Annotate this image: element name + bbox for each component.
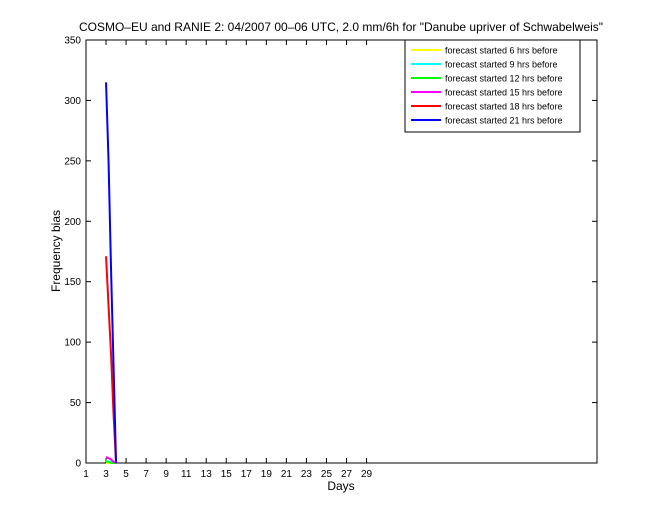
legend-label: forecast started 6 hrs before bbox=[445, 46, 558, 56]
x-tick-label: 27 bbox=[341, 469, 353, 480]
y-tick-label: 300 bbox=[64, 96, 81, 107]
y-tick-label: 100 bbox=[64, 338, 81, 349]
x-tick-label: 15 bbox=[221, 469, 233, 480]
x-tick-label: 23 bbox=[301, 469, 313, 480]
x-tick-label: 25 bbox=[321, 469, 333, 480]
legend-label: forecast started 15 hrs before bbox=[445, 88, 563, 98]
chart-title: COSMO–EU and RANIE 2: 04/2007 00–06 UTC,… bbox=[79, 20, 603, 34]
legend-label: forecast started 12 hrs before bbox=[445, 74, 563, 84]
y-tick-label: 50 bbox=[70, 398, 82, 409]
x-tick-label: 5 bbox=[123, 469, 129, 480]
x-tick-label: 3 bbox=[103, 469, 109, 480]
legend-label: forecast started 9 hrs before bbox=[445, 60, 558, 70]
legend-box bbox=[404, 39, 581, 133]
x-tick-label: 19 bbox=[261, 469, 273, 480]
x-tick-label: 21 bbox=[281, 469, 293, 480]
x-tick-label: 11 bbox=[181, 469, 192, 480]
x-tick-label: 17 bbox=[241, 469, 253, 480]
x-axis-label: Days bbox=[327, 479, 354, 493]
series-line bbox=[105, 82, 118, 464]
y-tick-label: 250 bbox=[64, 156, 81, 167]
y-tick-label: 200 bbox=[64, 217, 81, 228]
legend-label: forecast started 21 hrs before bbox=[445, 116, 563, 126]
y-tick-label: 350 bbox=[64, 36, 81, 47]
x-tick-label: 7 bbox=[143, 469, 149, 480]
y-axis-label: Frequency bias bbox=[49, 210, 63, 292]
y-tick-label: 0 bbox=[75, 459, 81, 470]
legend-label: forecast started 18 hrs before bbox=[445, 102, 563, 112]
x-tick-label: 9 bbox=[163, 469, 169, 480]
y-tick-label: 150 bbox=[64, 277, 81, 288]
x-tick-label: 1 bbox=[83, 469, 89, 480]
x-tick-label: 29 bbox=[361, 469, 373, 480]
series-line bbox=[105, 456, 117, 464]
x-tick-label: 13 bbox=[201, 469, 213, 480]
